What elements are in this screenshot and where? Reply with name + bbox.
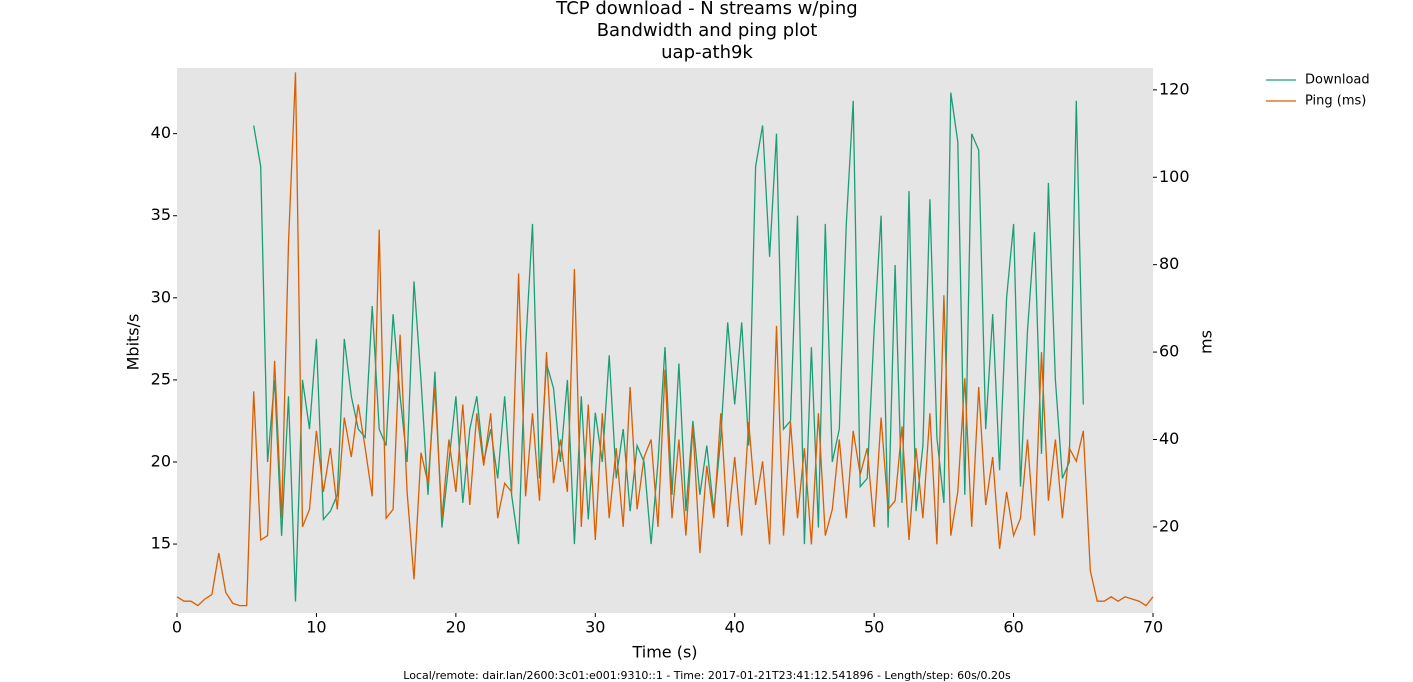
x-tick-label: 40	[725, 618, 745, 637]
y2-axis-label: ms	[1197, 330, 1216, 354]
y-tick-label: 30	[151, 287, 171, 306]
x-tick-label: 70	[1143, 618, 1163, 637]
chart-subtitle: uap-ath9k	[661, 42, 753, 63]
x-tick-label: 50	[864, 618, 884, 637]
x-tick-label: 0	[172, 618, 182, 637]
legend-label: Download	[1305, 73, 1370, 88]
y2-tick-label: 20	[1159, 516, 1179, 535]
y2-tick-label: 120	[1159, 79, 1190, 98]
y2-tick-label: 60	[1159, 342, 1179, 361]
x-axis-label: Time (s)	[631, 643, 697, 662]
y2-tick-label: 80	[1159, 254, 1179, 273]
chart-subtitle: Bandwidth and ping plot	[597, 20, 818, 41]
y-tick-label: 35	[151, 205, 171, 224]
y-tick-label: 15	[151, 534, 171, 553]
x-tick-label: 30	[585, 618, 605, 637]
y-tick-label: 20	[151, 451, 171, 470]
chart-title: TCP download - N streams w/ping	[555, 0, 857, 19]
legend-label: Ping (ms)	[1305, 94, 1366, 109]
y-axis-label: Mbits/s	[124, 314, 143, 371]
y-tick-label: 40	[151, 123, 171, 142]
y-tick-label: 25	[151, 369, 171, 388]
x-tick-label: 20	[446, 618, 466, 637]
y2-tick-label: 100	[1159, 167, 1190, 186]
series-line	[253, 92, 1084, 602]
footer: Local/remote: dair.lan/2600:3c01:e001:93…	[403, 669, 1011, 682]
series-line	[176, 72, 1154, 607]
y2-tick-label: 40	[1159, 429, 1179, 448]
plot-area	[177, 68, 1153, 613]
x-tick-label: 10	[306, 618, 326, 637]
x-tick-label: 60	[1003, 618, 1023, 637]
